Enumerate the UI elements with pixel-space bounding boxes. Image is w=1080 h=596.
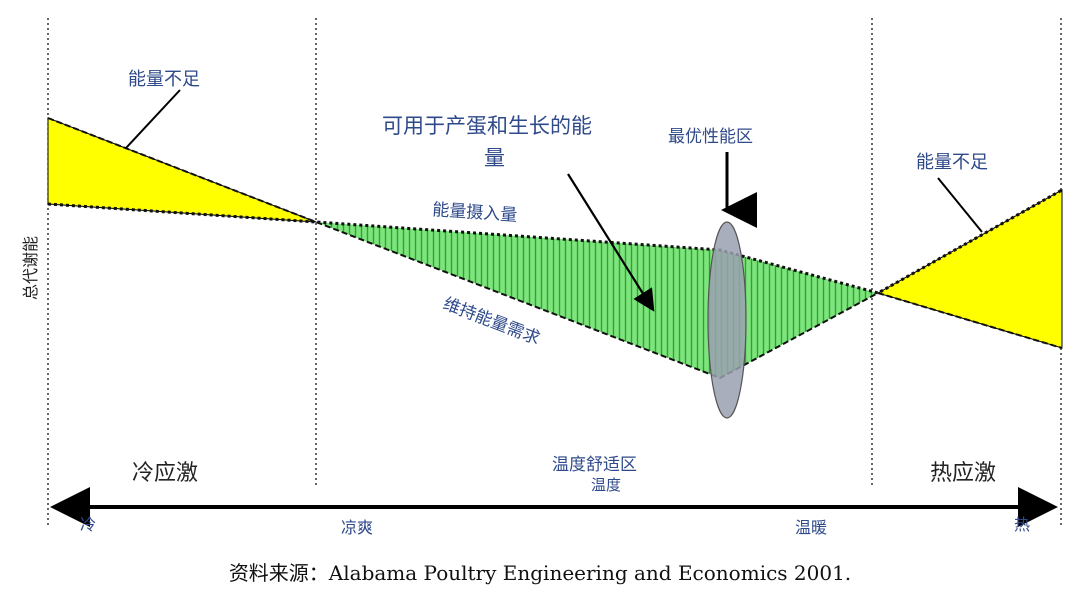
comfort-zone-label: 温度舒适区 xyxy=(552,455,637,475)
shortage-right-pointer xyxy=(937,177,983,233)
energy-short-left-label: 能量不足 xyxy=(128,69,200,90)
heat-stress-label: 热应激 xyxy=(930,461,996,486)
available-energy-label-line2: 量 xyxy=(484,146,505,170)
shortage-left-pointer xyxy=(125,89,181,149)
axis-hot-label: 热 xyxy=(1014,515,1030,534)
available-energy-label-line1: 可用于产蛋和生长的能 xyxy=(382,114,592,138)
energy-intake-label: 能量摄入量 xyxy=(432,200,518,226)
available-energy-pointer xyxy=(567,173,655,312)
energy-shortage-heat-area xyxy=(876,189,1063,349)
axis-cool-label: 凉爽 xyxy=(341,518,373,537)
cold-stress-label: 冷应激 xyxy=(132,461,198,486)
available-energy-area xyxy=(316,222,878,378)
optimal-zone-label: 最优性能区 xyxy=(668,127,753,147)
optimal-zone-ellipse xyxy=(707,221,747,419)
y-axis-label: 总代谢能 xyxy=(21,236,40,300)
source-caption: 资料来源：Alabama Poultry Engineering and Eco… xyxy=(229,561,851,585)
axis-cold-label: 冷 xyxy=(80,515,96,534)
axis-warm-label: 温暖 xyxy=(795,518,827,537)
energy-short-right-label: 能量不足 xyxy=(916,152,988,173)
temperature-label: 温度 xyxy=(591,476,621,494)
